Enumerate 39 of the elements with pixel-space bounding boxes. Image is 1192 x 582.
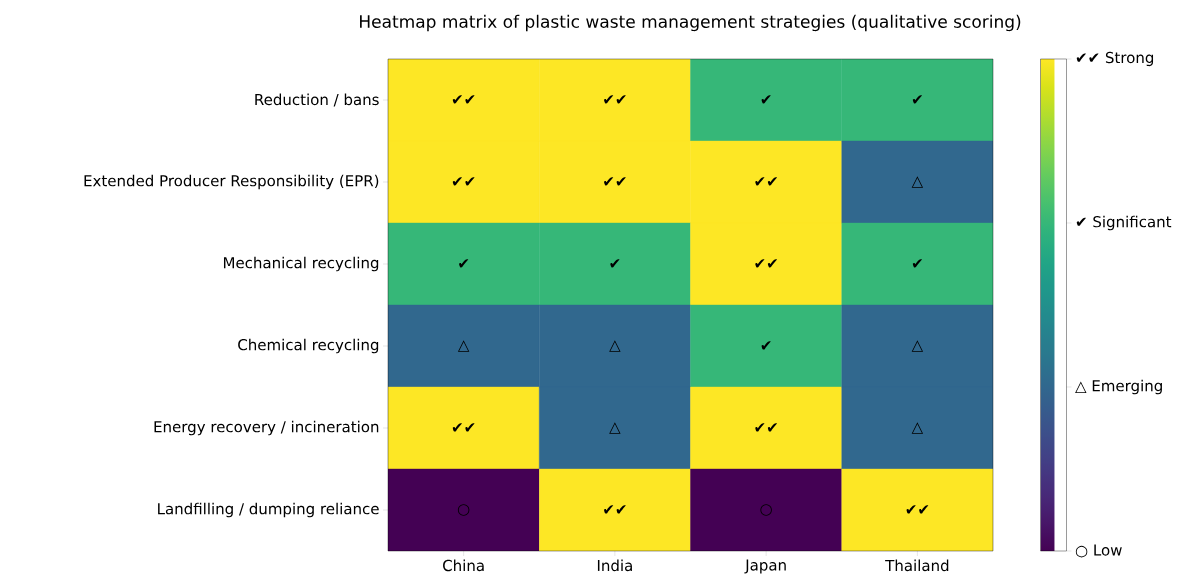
y-tick-label: Mechanical recycling (223, 256, 379, 272)
data-label: ○ (457, 504, 470, 516)
data-label: ✔✔ (906, 505, 929, 514)
y-tick-label: Extended Producer Responsibility (EPR) (84, 174, 379, 190)
color-bar-label: ✔✔ Strong (1076, 51, 1154, 67)
y-tick-label: Reduction / bans (255, 93, 379, 107)
y-tick-label: Energy recovery / incineration (154, 420, 379, 436)
data-label: ✔✔ (755, 177, 777, 186)
data-label: ✔✔ (452, 177, 475, 186)
x-tick-label: Thailand (885, 559, 949, 572)
data-label: △ (911, 422, 924, 434)
x-tick-label: India (597, 559, 632, 572)
color-bar-label: △ Emerging (1075, 379, 1162, 395)
color-bar-label: ✔ Significant (1076, 215, 1172, 231)
data-label: ✔✔ (452, 95, 475, 104)
data-label: ✔✔ (755, 259, 777, 268)
data-label: ✔✔ (452, 423, 475, 432)
x-tick-label: China (443, 559, 484, 572)
data-label: ✔✔ (755, 423, 777, 432)
data-label: ✔✔ (604, 177, 626, 186)
data-label: ✔ (459, 259, 469, 268)
data-label: △ (457, 340, 470, 352)
y-tick-label: Landfilling / dumping reliance (158, 502, 379, 518)
color-bar-label: ○ Low (1075, 544, 1122, 558)
data-label: ✔ (761, 95, 771, 104)
data-label: ✔ (912, 259, 922, 268)
data-label: △ (609, 422, 621, 434)
data-label: ✔✔ (604, 95, 626, 104)
y-tick-label: Chemical recycling (238, 338, 379, 354)
data-label: ✔ (610, 259, 620, 268)
data-label: ○ (760, 504, 772, 516)
data-label: △ (911, 340, 924, 352)
x-tick-label: Japan (744, 559, 786, 574)
data-label: △ (609, 340, 621, 352)
data-label: ✔✔ (604, 505, 626, 514)
data-label: △ (911, 176, 924, 188)
data-label: ✔ (912, 95, 922, 104)
data-label: ✔ (761, 341, 771, 350)
chart-title: Heatmap matrix of plastic waste management strategies (qualitative scoring) (360, 14, 1021, 32)
